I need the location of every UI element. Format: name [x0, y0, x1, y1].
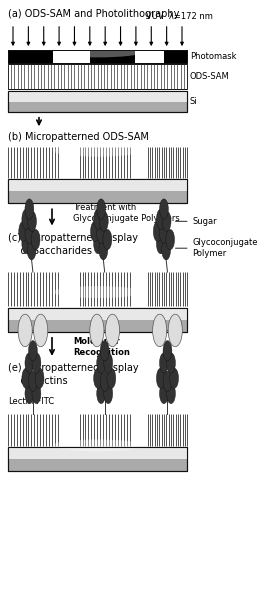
Circle shape: [104, 353, 113, 373]
Text: (b) Micropatterned ODS-SAM: (b) Micropatterned ODS-SAM: [8, 132, 149, 142]
Circle shape: [94, 209, 102, 230]
Circle shape: [153, 221, 162, 242]
Text: Treatment with
Glycoconjugate Polymers: Treatment with Glycoconjugate Polymers: [73, 203, 180, 222]
Bar: [8, 91, 187, 112]
Bar: [8, 64, 187, 89]
Circle shape: [25, 353, 34, 373]
Bar: [8, 308, 187, 332]
Bar: [8, 179, 187, 203]
Bar: [8, 447, 187, 471]
Circle shape: [153, 314, 167, 347]
Circle shape: [163, 341, 172, 361]
Bar: [8, 91, 187, 112]
Circle shape: [90, 221, 99, 242]
Bar: [8, 308, 187, 320]
Text: Glycoconjugate
Polymer: Glycoconjugate Polymer: [192, 238, 258, 258]
Circle shape: [32, 353, 41, 373]
Circle shape: [104, 383, 113, 404]
Bar: [8, 447, 187, 459]
Text: (e) Micropatterned Display
    of Lectins: (e) Micropatterned Display of Lectins: [8, 363, 138, 386]
Bar: [8, 50, 53, 63]
Circle shape: [162, 211, 171, 231]
Circle shape: [157, 209, 165, 230]
Circle shape: [25, 199, 34, 219]
Circle shape: [166, 230, 174, 250]
Text: Photomask: Photomask: [190, 52, 236, 61]
Bar: [8, 50, 187, 63]
Circle shape: [27, 240, 36, 260]
Text: Si: Si: [190, 97, 197, 106]
Ellipse shape: [53, 47, 142, 57]
Text: ODS-SAM: ODS-SAM: [190, 72, 230, 81]
Circle shape: [25, 223, 34, 243]
Bar: [8, 91, 187, 102]
Text: Sugar: Sugar: [192, 216, 217, 226]
Bar: [90, 50, 135, 63]
Circle shape: [22, 233, 31, 254]
Text: Lectin-FITC: Lectin-FITC: [8, 397, 54, 406]
Circle shape: [32, 383, 41, 404]
Circle shape: [25, 383, 34, 404]
Circle shape: [94, 233, 102, 254]
Circle shape: [160, 223, 168, 243]
Circle shape: [100, 341, 109, 361]
Circle shape: [19, 221, 28, 242]
Ellipse shape: [53, 440, 142, 451]
Circle shape: [167, 383, 176, 404]
Circle shape: [97, 199, 106, 219]
Circle shape: [90, 314, 104, 347]
Circle shape: [160, 383, 168, 404]
Circle shape: [97, 383, 106, 404]
Circle shape: [31, 230, 40, 250]
Bar: [8, 308, 187, 332]
Bar: [164, 50, 187, 63]
Circle shape: [105, 314, 120, 347]
Circle shape: [99, 240, 108, 260]
Circle shape: [162, 240, 171, 260]
Bar: [8, 50, 187, 63]
Bar: [8, 179, 187, 191]
Circle shape: [157, 368, 165, 389]
Ellipse shape: [53, 145, 142, 157]
Circle shape: [22, 368, 31, 389]
Circle shape: [99, 211, 108, 231]
Circle shape: [97, 353, 106, 373]
Circle shape: [18, 314, 32, 347]
Circle shape: [170, 368, 179, 389]
Circle shape: [94, 368, 102, 389]
Text: (a) ODS-SAM and Photolithography: (a) ODS-SAM and Photolithography: [8, 9, 179, 19]
Circle shape: [157, 233, 165, 254]
Circle shape: [29, 341, 37, 361]
Bar: [8, 179, 187, 203]
Circle shape: [103, 230, 112, 250]
Circle shape: [34, 314, 48, 347]
Circle shape: [100, 371, 109, 392]
Ellipse shape: [53, 286, 142, 298]
Circle shape: [22, 209, 31, 230]
Circle shape: [35, 368, 44, 389]
Circle shape: [167, 353, 176, 373]
Text: (c) Micropatterned Display
    of Saccharides: (c) Micropatterned Display of Saccharide…: [8, 233, 138, 257]
Circle shape: [160, 353, 168, 373]
Circle shape: [97, 223, 106, 243]
Circle shape: [28, 211, 36, 231]
Circle shape: [29, 371, 37, 392]
Text: Molecular
Recognition: Molecular Recognition: [73, 337, 130, 357]
Circle shape: [163, 371, 172, 392]
Circle shape: [160, 199, 168, 219]
Text: VUV  λ=172 nm: VUV λ=172 nm: [146, 12, 212, 21]
Circle shape: [168, 314, 182, 347]
Circle shape: [107, 368, 116, 389]
Bar: [8, 447, 187, 471]
